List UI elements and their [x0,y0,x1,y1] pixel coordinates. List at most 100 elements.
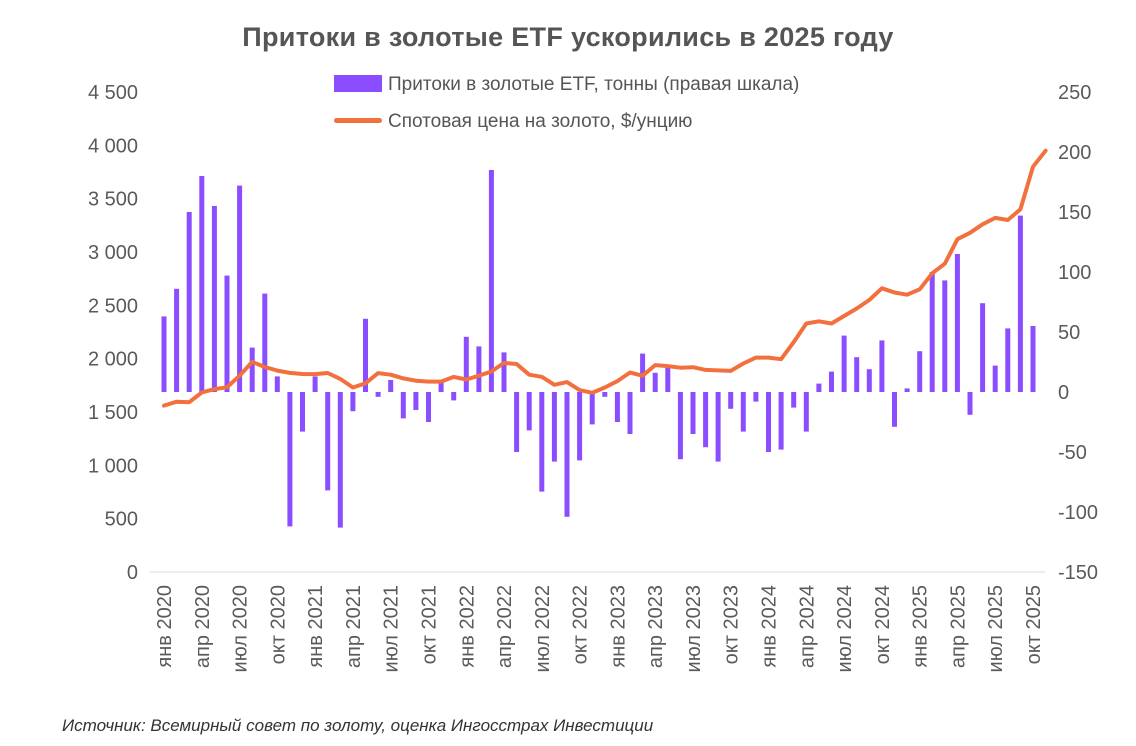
inflow-bar [778,392,784,450]
right-axis: -150 -100 -50 0 50 100 150 200 250 [1058,82,1098,584]
inflow-bar [564,392,570,517]
inflow-bar [539,392,545,492]
x-tick-label: июл 2022 [532,585,554,672]
source-note: Источник: Всемирный совет по золоту, оце… [62,716,654,735]
inflow-bar [174,288,180,392]
inflow-bar [274,376,280,392]
x-tick-label: янв 2020 [154,585,176,668]
x-tick-label: янв 2024 [759,585,781,668]
x-tick-label: июл 2020 [230,585,252,672]
inflow-bar [954,254,960,392]
inflow-bar [463,336,469,392]
inflow-bar [614,392,620,422]
inflow-bar [740,392,746,432]
left-tick-label: 2 000 [88,349,138,371]
legend-line-label: Спотовая цена на золото, $/унцию [388,111,693,132]
x-tick-label: окт 2025 [1023,585,1045,664]
x-tick-label: июл 2025 [985,585,1007,672]
inflow-bar [602,392,608,397]
inflow-bar [514,392,520,452]
inflow-bar [161,316,167,392]
inflow-bar [400,392,406,419]
inflow-bar [363,318,368,392]
left-tick-label: 3 000 [88,242,138,264]
x-tick-label: окт 2024 [872,585,894,664]
right-tick-label: -100 [1058,502,1098,524]
inflow-bar [803,392,809,432]
inflow-bar [791,392,797,408]
right-tick-label: 100 [1058,262,1091,284]
inflow-bar [677,392,683,460]
left-tick-label: 0 [127,562,138,584]
chart-title: Притоки в золотые ETF ускорились в 2025 … [242,22,894,52]
x-tick-label: апр 2020 [192,585,214,668]
legend-item-bars: Притоки в золотые ETF, тонны (правая шка… [334,74,799,96]
inflow-bar [829,371,834,392]
inflow-bar [426,392,431,422]
inflow-bar [1030,326,1036,392]
inflow-bar [816,383,822,392]
inflow-bar [237,185,243,392]
left-tick-label: 3 500 [88,189,138,211]
inflow-bar [728,392,734,409]
inflow-bar [413,392,419,410]
inflow-bar [904,388,910,392]
left-tick-label: 4 500 [88,82,138,104]
inflow-bar [375,392,381,397]
x-tick-label: июл 2021 [381,585,403,672]
inflow-bar [866,369,872,392]
x-tick-label: окт 2023 [721,585,743,664]
inflow-bar [501,352,507,392]
bar-series [161,170,1036,528]
x-tick-label: янв 2022 [456,585,478,668]
inflow-bar [249,347,255,392]
inflow-bar [703,392,709,448]
inflow-bar [967,392,973,415]
right-tick-label: 50 [1058,322,1080,344]
right-tick-label: 250 [1058,82,1091,104]
x-tick-label: окт 2020 [267,585,289,664]
inflow-bar [879,340,885,392]
inflow-bar [715,392,721,462]
x-tick-label: апр 2023 [645,585,667,668]
left-axis: 0 500 1 000 1 500 2 000 2 500 3 000 3 500 4 000 4… [88,82,138,584]
inflow-bar [665,368,671,392]
x-axis: янв 2020 апр 2020 июл 2020 окт 2020 янв 2021… [154,585,1045,672]
inflow-bar [627,392,633,434]
right-tick-label: -150 [1058,562,1098,584]
left-tick-label: 4 000 [88,135,138,157]
inflow-bar [589,392,595,425]
inflow-bar [350,392,356,412]
x-tick-label: апр 2022 [494,585,516,668]
legend-bar-swatch [334,75,382,92]
inflow-bar [690,392,696,434]
price-line [162,148,1048,408]
left-tick-label: 1 500 [88,402,138,424]
inflow-bar [438,382,444,392]
inflow-bar [929,272,935,392]
right-tick-label: 0 [1058,382,1069,404]
x-tick-label: окт 2021 [418,585,440,664]
inflow-bar [980,303,986,392]
inflow-bar [841,335,847,392]
inflow-bar [488,170,494,392]
inflow-bar [766,392,771,452]
x-tick-label: янв 2021 [305,585,327,668]
inflow-bar [388,380,394,392]
inflow-bar [199,176,205,392]
inflow-bar [300,392,305,432]
inflow-bar [337,392,343,528]
x-tick-label: янв 2023 [607,585,629,668]
right-tick-label: -50 [1058,442,1087,464]
inflow-bar [1017,215,1023,392]
inflow-bar [892,392,897,427]
legend-item-line: Спотовая цена на золото, $/унцию [334,111,692,133]
inflow-bar [224,275,230,392]
inflow-bar [526,392,532,431]
right-tick-label: 200 [1058,142,1091,164]
inflow-bar [1005,328,1011,392]
inflow-bar [312,376,318,392]
left-tick-label: 500 [105,509,138,531]
inflow-bar [186,212,192,392]
inflow-bar [325,392,331,491]
